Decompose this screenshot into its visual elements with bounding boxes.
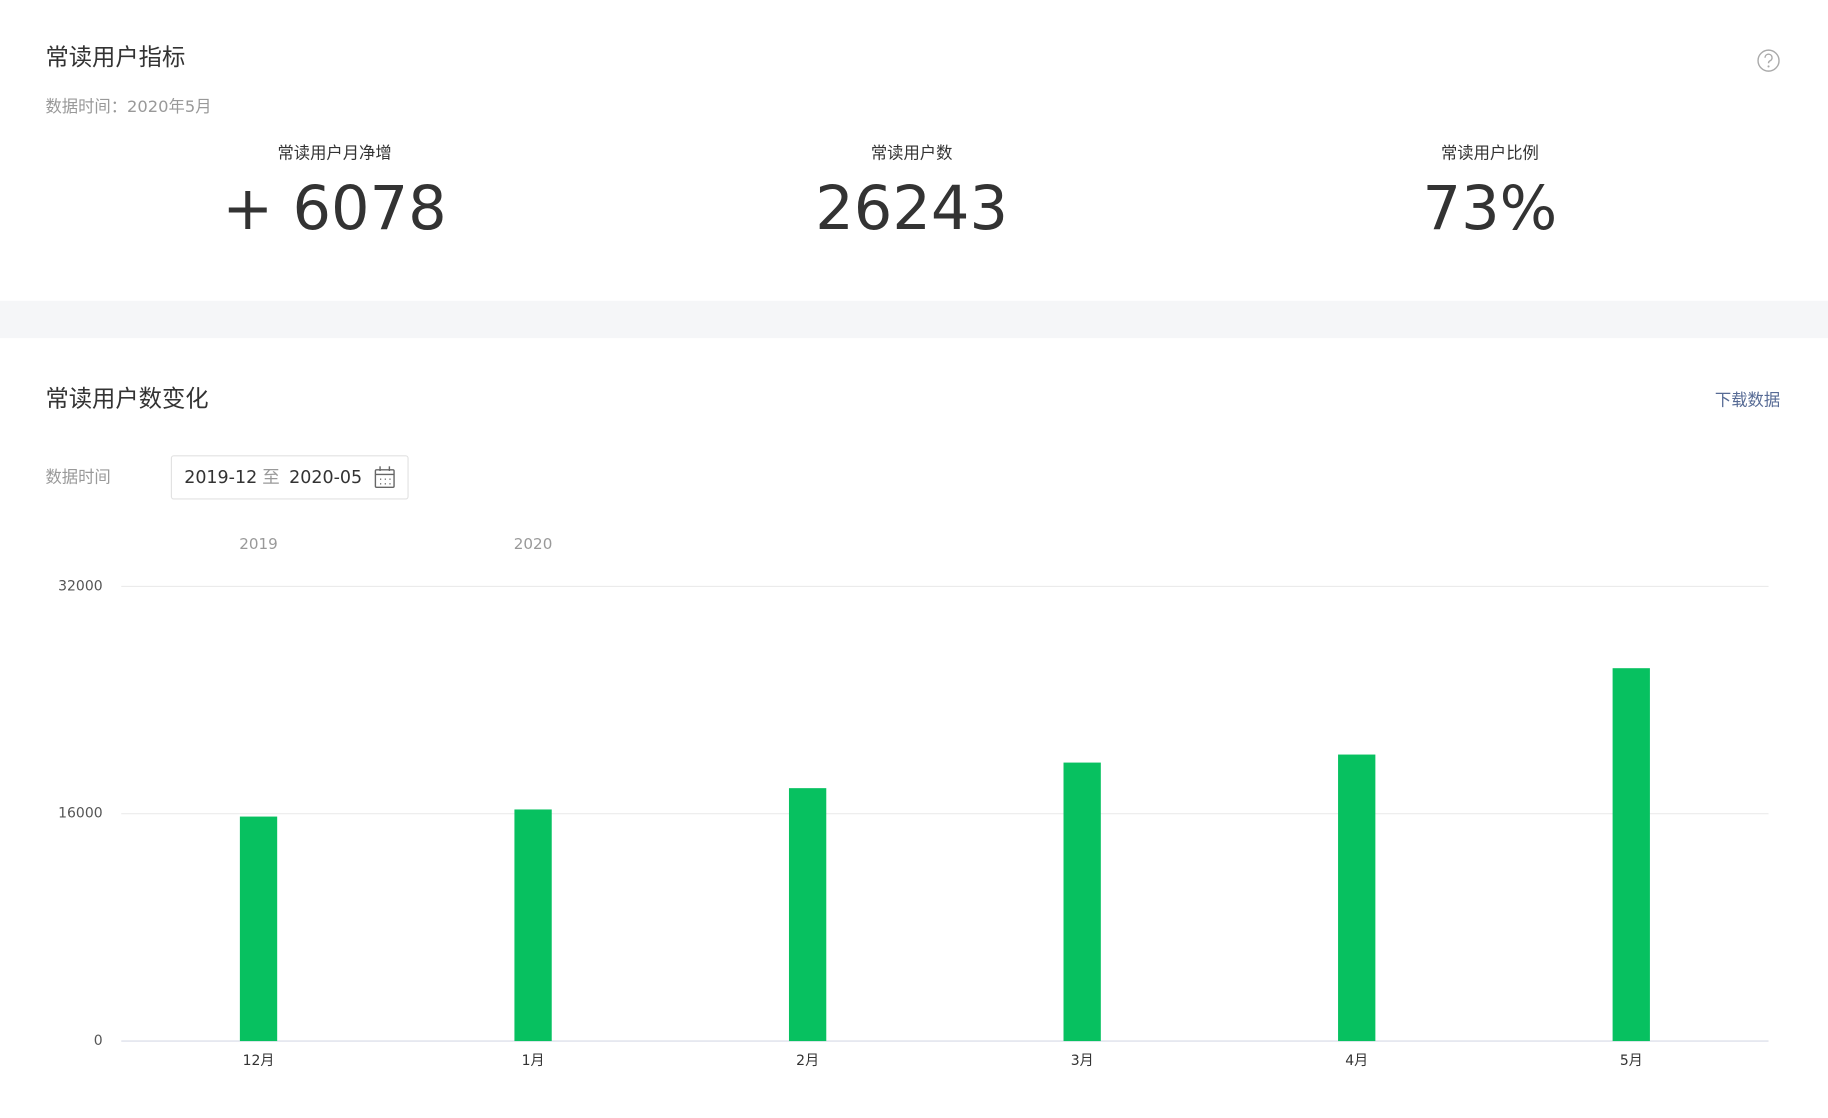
x-tick-label: 4月 — [1345, 1053, 1368, 1069]
metric-label: 常读用户月净增 — [277, 143, 391, 162]
bar — [788, 788, 827, 1042]
x-tick-label: 3月 — [1071, 1053, 1094, 1069]
y-tick-label: 32000 — [58, 578, 102, 594]
x-tick-label: 2月 — [796, 1053, 819, 1069]
chart: 0 16000 32000 12月 2019 1月 2020 2月 3月 4月 5月 — [58, 535, 1769, 1069]
y-tick-label: 0 — [94, 1033, 103, 1049]
metric-value: 26243 — [815, 174, 1008, 244]
data-time: 数据时间：2020年5月 — [45, 97, 211, 116]
download-link[interactable]: 下载数据 — [1715, 391, 1780, 410]
date-label: 数据时间 — [45, 467, 110, 486]
metric-label: 常读用户比例 — [1441, 143, 1539, 162]
section-title: 常读用户数变化 — [45, 385, 208, 412]
x-tick-label: 5月 — [1620, 1053, 1643, 1069]
calendar-icon[interactable] — [374, 466, 395, 489]
date-picker[interactable] — [170, 455, 409, 500]
bar — [514, 809, 552, 1042]
date-start[interactable]: 2019-12 — [184, 468, 257, 488]
year-label: 2020 — [514, 535, 553, 553]
metric-value: + 6078 — [222, 174, 446, 244]
help-circle[interactable] — [1757, 49, 1780, 72]
calendar-days[interactable] — [380, 478, 391, 485]
help-icon[interactable] — [1757, 49, 1780, 72]
date-end[interactable]: 2020-05 — [289, 468, 362, 488]
bar — [1612, 668, 1650, 1042]
year-label: 2019 — [239, 535, 278, 553]
y-tick-label: 16000 — [58, 806, 102, 822]
panel-title: 常读用户指标 — [45, 44, 185, 71]
metrics: 常读用户月净增 + 6078 常读用户数 26243 常读用户比例 73% — [222, 143, 1557, 243]
metric-value: 73% — [1423, 174, 1558, 244]
calendar-frame[interactable] — [374, 469, 395, 489]
help-dot[interactable] — [1767, 65, 1770, 68]
x-tick-label: 1月 — [522, 1053, 545, 1069]
bar — [1338, 754, 1376, 1042]
bar — [1063, 762, 1101, 1042]
metric-label: 常读用户数 — [871, 143, 953, 162]
bar — [239, 816, 278, 1042]
help-mark[interactable] — [1764, 53, 1773, 64]
divider-band — [0, 300, 1828, 339]
date-sep: 至 — [262, 468, 279, 488]
x-tick-label: 12月 — [243, 1053, 275, 1069]
